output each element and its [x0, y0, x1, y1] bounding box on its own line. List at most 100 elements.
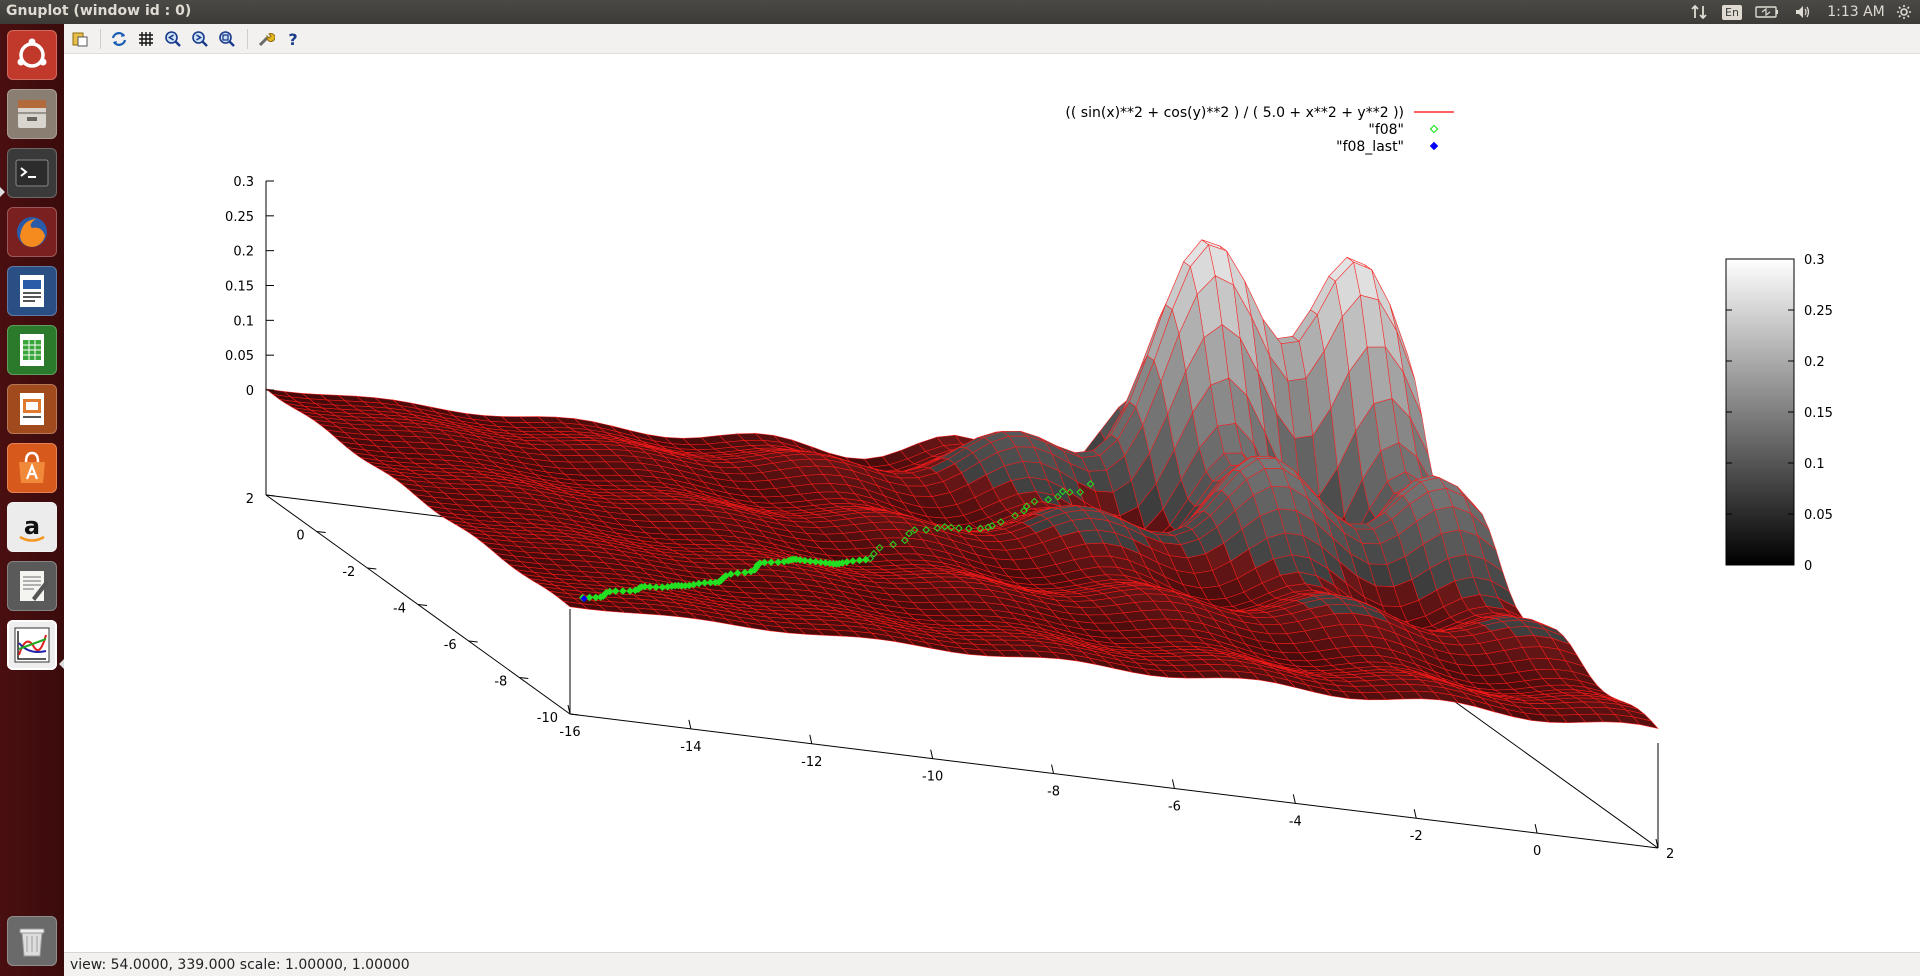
legend-swatch [1429, 141, 1439, 151]
x-tick-label: -2 [1410, 829, 1423, 844]
launcher-running-indicator [0, 187, 5, 197]
y-tick [417, 604, 428, 606]
y-tick-label: -2 [342, 565, 355, 580]
autoscale-button[interactable] [216, 28, 238, 50]
trash-icon[interactable] [7, 916, 57, 966]
f08-point [626, 587, 634, 595]
f08-point [760, 558, 769, 567]
f08-point [933, 524, 942, 532]
legend-entry-label: "f08" [1368, 122, 1404, 138]
colorbar-tick-label: 0.1 [1804, 457, 1825, 472]
f08-point [706, 578, 715, 587]
amazon-icon[interactable]: a [7, 502, 57, 552]
toggle-grid-button[interactable] [135, 28, 157, 50]
battery-icon[interactable] [1752, 0, 1782, 24]
f08-point [965, 524, 973, 533]
f08-point [1058, 487, 1067, 496]
gnuplot-icon[interactable] [7, 620, 57, 670]
copy-to-clipboard-button[interactable] [69, 28, 91, 50]
zoom-next-button[interactable] [189, 28, 211, 50]
keyboard-layout-indicator[interactable]: En [1719, 0, 1745, 24]
zoom-next-icon [192, 31, 208, 47]
f08-point [997, 518, 1005, 526]
z-tick-label: 0.2 [233, 245, 254, 260]
zoom-previous-icon [165, 31, 181, 47]
text-editor-icon[interactable] [7, 561, 57, 611]
f08-point [641, 582, 649, 591]
f08-point [1011, 511, 1019, 520]
view-status-text: view: 54.0000, 339.000 scale: 1.00000, 1… [70, 957, 410, 973]
f08-points [578, 480, 1095, 602]
y-tick [569, 713, 580, 716]
x-tick-label: 0 [1533, 844, 1541, 859]
files-icon[interactable] [7, 89, 57, 139]
y-tick-label: -10 [537, 711, 558, 726]
keyboard-layout-label: En [1722, 4, 1742, 20]
x-tick [1171, 779, 1175, 789]
f08-point [741, 568, 749, 577]
y-tick [468, 640, 478, 643]
plot-canvas[interactable]: 0.3 0.25 0.2 0.15 0.1 0.05 0 2 0 -2 -4 -6 -8 -10 -16 -1… [64, 54, 1920, 952]
legend-entry-label: "f08_last" [1336, 139, 1404, 155]
libreoffice-impress-icon[interactable] [7, 384, 57, 434]
y-tick [316, 531, 326, 533]
y-tick-label: -8 [494, 675, 507, 690]
x-tick-label: -12 [801, 755, 822, 770]
f08-point [733, 569, 742, 577]
launcher-focused-indicator [59, 659, 64, 669]
preferences-button[interactable] [255, 28, 277, 50]
f08-last-point [580, 595, 588, 603]
f08-point [695, 579, 703, 588]
x-tick [1292, 794, 1296, 804]
x-tick [567, 704, 571, 715]
terminal-icon[interactable] [7, 148, 57, 198]
colorbar-tick-label: 0.2 [1804, 355, 1825, 370]
x-tick [1413, 809, 1417, 819]
zoom-fit-icon [219, 31, 235, 47]
f08-point [1065, 488, 1074, 497]
f08-point [1022, 502, 1031, 511]
f08-point [922, 526, 930, 534]
zoom-previous-button[interactable] [162, 28, 184, 50]
f08-point [905, 529, 913, 538]
colorbar-tick-label: 0.15 [1804, 406, 1833, 421]
colorbar-tick-label: 0.25 [1804, 304, 1833, 319]
gear-icon[interactable] [1892, 0, 1916, 24]
clock[interactable]: 1:13 AM [1827, 4, 1885, 20]
f08-point [619, 587, 627, 595]
f08-point [806, 557, 815, 566]
network-icon[interactable] [1686, 0, 1712, 24]
gnuplot-toolbar: ? [64, 24, 1920, 54]
x-tick [930, 749, 934, 759]
software-center-icon[interactable] [7, 443, 57, 493]
y-tick-label: 2 [246, 492, 254, 507]
clipboard-icon [72, 32, 88, 47]
f08-point [947, 523, 956, 532]
help-button[interactable]: ? [282, 28, 304, 50]
f08-point [811, 557, 820, 566]
surface-quad [1632, 716, 1659, 729]
launcher: a [0, 24, 64, 976]
f08-point [976, 524, 985, 533]
firefox-icon[interactable] [7, 207, 57, 257]
surface-plot: 0.30.250.20.150.10.05020-2-4-6-8-10-16-1… [225, 105, 1833, 862]
f08-point [855, 556, 864, 565]
grid-icon [139, 32, 153, 46]
x-tick-label: 2 [1666, 847, 1674, 862]
window-title: Gnuplot (window id : 0) [6, 3, 192, 19]
top-panel: Gnuplot (window id : 0) En 1:13 AM [0, 0, 1920, 24]
ubuntu-dash-icon[interactable] [7, 30, 57, 80]
libreoffice-writer-icon[interactable] [7, 266, 57, 316]
f08-point [870, 550, 878, 558]
svg-text:a: a [24, 512, 40, 540]
volume-icon[interactable] [1790, 0, 1816, 24]
replot-button[interactable] [108, 28, 130, 50]
f08-point [1044, 495, 1053, 504]
colorbar [1725, 258, 1795, 566]
colorbar-tick-label: 0.05 [1804, 508, 1833, 523]
f08-point [801, 556, 809, 565]
libreoffice-calc-icon[interactable] [7, 325, 57, 375]
x-tick-label: -6 [1168, 799, 1181, 814]
x-tick-label: -4 [1289, 814, 1302, 829]
f08-point [988, 521, 996, 530]
